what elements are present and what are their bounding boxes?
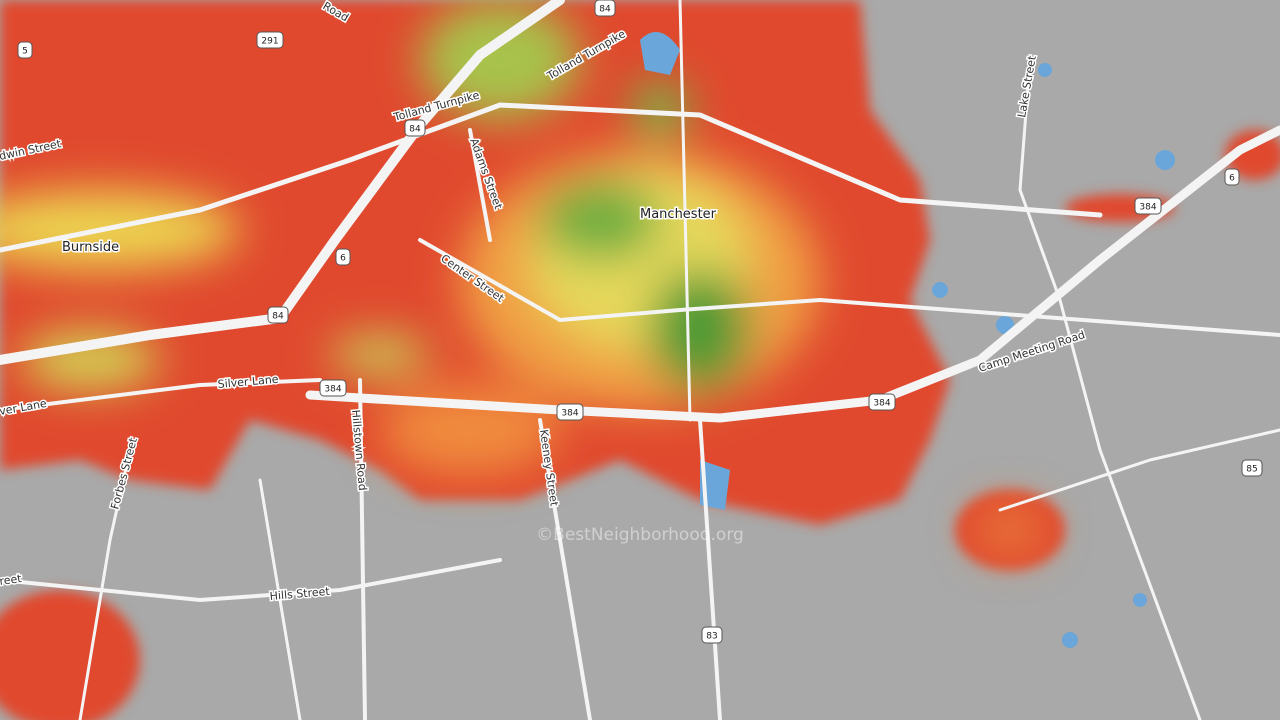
route-shield: 6 — [335, 248, 351, 266]
route-shield: 84 — [267, 306, 289, 324]
route-shield: 85 — [1241, 459, 1263, 477]
shield-body — [319, 379, 347, 397]
shield-body — [267, 306, 289, 324]
shield-label: 85 — [1246, 465, 1257, 475]
place-label: Burnside — [62, 240, 119, 255]
shield-body — [256, 31, 284, 49]
shield-label: 84 — [599, 5, 611, 15]
shield-body — [868, 393, 896, 411]
shield-body — [404, 119, 426, 137]
route-shields: 5 291 84 84 84 6 6 384 384 384 384 85 83 — [17, 0, 1263, 644]
route-shield: 84 — [594, 0, 616, 17]
place-labels: Manchester Burnside — [61, 206, 719, 257]
route-shield: 384 — [556, 403, 584, 421]
shield-body — [17, 41, 33, 59]
shield-label: 291 — [261, 37, 278, 47]
water — [640, 32, 1175, 648]
shield-label: 384 — [561, 409, 578, 419]
watermark: ©BestNeighborhood.org — [536, 525, 744, 545]
shield-label: 84 — [409, 125, 421, 135]
shield-label: 84 — [272, 312, 284, 322]
shield-body — [1241, 459, 1263, 477]
shield-body — [594, 0, 616, 17]
shield-label: 6 — [340, 254, 346, 264]
shield-label: 384 — [324, 385, 341, 395]
street-label: reet — [0, 572, 23, 588]
shield-label: 6 — [1229, 174, 1235, 184]
route-shield: 84 — [404, 119, 426, 137]
shield-label: 83 — [706, 632, 717, 642]
shield-label: 384 — [1139, 203, 1156, 213]
shield-body — [1224, 168, 1240, 186]
shield-body — [556, 403, 584, 421]
shield-body — [335, 248, 351, 266]
route-shield: 291 — [256, 31, 284, 49]
route-shield: 83 — [701, 626, 723, 644]
shield-label: 384 — [873, 399, 890, 409]
shield-body — [701, 626, 723, 644]
route-shield: 384 — [1134, 197, 1162, 215]
place-label: Manchester — [640, 207, 717, 222]
route-shield: 6 — [1224, 168, 1240, 186]
route-shield: 5 — [17, 41, 33, 59]
shield-body — [1134, 197, 1162, 215]
route-shield: 384 — [868, 393, 896, 411]
route-shield: 384 — [319, 379, 347, 397]
shield-label: 5 — [22, 47, 28, 57]
